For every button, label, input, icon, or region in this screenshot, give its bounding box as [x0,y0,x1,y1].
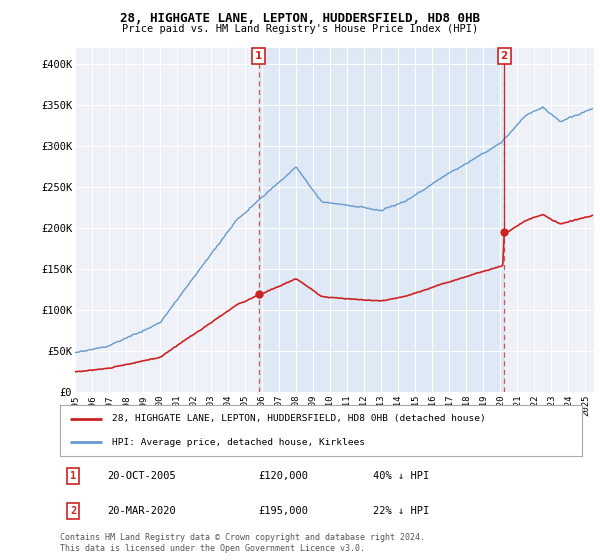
Text: Price paid vs. HM Land Registry's House Price Index (HPI): Price paid vs. HM Land Registry's House … [122,24,478,34]
Text: 40% ↓ HPI: 40% ↓ HPI [373,471,430,481]
Text: Contains HM Land Registry data © Crown copyright and database right 2024.
This d: Contains HM Land Registry data © Crown c… [60,533,425,553]
Bar [259,48,504,392]
Text: 2: 2 [70,506,76,516]
Text: £120,000: £120,000 [259,471,308,481]
Text: 20-MAR-2020: 20-MAR-2020 [107,506,176,516]
Text: 28, HIGHGATE LANE, LEPTON, HUDDERSFIELD, HD8 0HB: 28, HIGHGATE LANE, LEPTON, HUDDERSFIELD,… [120,12,480,25]
Text: 2: 2 [500,51,508,61]
Text: 22% ↓ HPI: 22% ↓ HPI [373,506,430,516]
Text: 28, HIGHGATE LANE, LEPTON, HUDDERSFIELD, HD8 0HB (detached house): 28, HIGHGATE LANE, LEPTON, HUDDERSFIELD,… [112,414,486,423]
Text: HPI: Average price, detached house, Kirklees: HPI: Average price, detached house, Kirk… [112,438,365,447]
Text: £195,000: £195,000 [259,506,308,516]
Text: 1: 1 [70,471,76,481]
Text: 1: 1 [255,51,262,61]
Text: 20-OCT-2005: 20-OCT-2005 [107,471,176,481]
